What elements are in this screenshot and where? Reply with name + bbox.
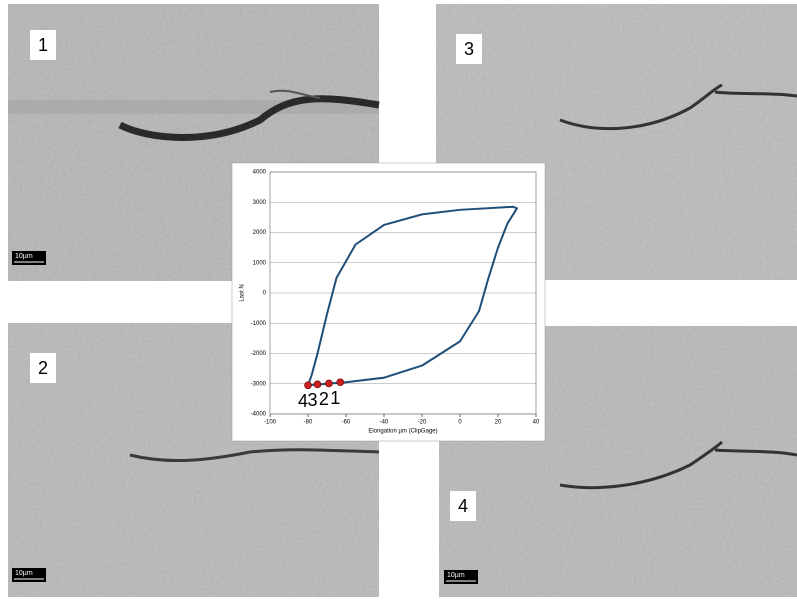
x-tick-label: -60 [342,420,351,426]
panel-label: 4 [458,496,468,516]
y-tick-label: -2000 [251,351,267,357]
x-axis-label: Elongation µm (ClipGage) [368,429,437,435]
x-tick-label: -20 [418,420,427,426]
y-tick-label: 0 [263,291,267,297]
y-tick-label: -3000 [251,381,267,387]
y-tick-label: 4000 [253,170,267,176]
point-label: 2 [319,389,329,409]
plot-frame [269,171,537,415]
panel-label: 2 [38,358,48,378]
micrograph-3 [436,4,797,280]
point [325,379,333,388]
y-axis-label: Last N [240,284,246,301]
x-tick-label: -100 [264,420,277,426]
y-tick-label: 1000 [253,260,267,266]
micrograph-1 [8,4,380,281]
point [336,378,345,387]
x-tick-label: 0 [458,420,462,426]
point-label: 1 [330,388,340,408]
y-tick-label: -1000 [251,321,267,327]
y-tick-label: 2000 [253,230,267,236]
panel-labels: 1 3 2 4 10µm 10µm 10µm [12,30,482,584]
chart: Elongation µm (ClipGage) Last N -4000-30… [231,162,546,442]
x-tick-label: -80 [304,420,313,426]
scale-bar: 10µm [15,253,33,260]
panel-label: 3 [464,39,474,59]
point-label: 3 [307,390,317,410]
point [313,380,322,389]
x-tick-label: 40 [533,420,540,426]
loop-line [307,205,518,387]
y-tick-label: -4000 [251,412,267,418]
scale-bar: 10µm [15,570,33,577]
x-tick-label: -40 [380,420,389,426]
x-tick-label: 20 [495,420,502,426]
y-tick-label: 3000 [253,200,267,206]
point-label: 4 [298,391,308,411]
panel-label: 1 [38,35,48,55]
scale-bar: 10µm [447,572,465,579]
point [304,381,312,390]
